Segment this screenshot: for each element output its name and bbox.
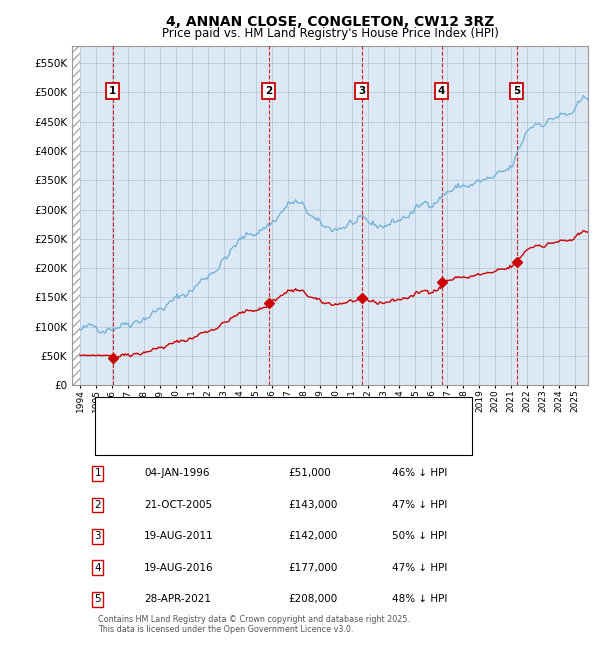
FancyBboxPatch shape	[95, 396, 472, 454]
Text: Price paid vs. HM Land Registry's House Price Index (HPI): Price paid vs. HM Land Registry's House …	[161, 27, 499, 40]
Text: 1: 1	[109, 86, 116, 96]
Text: 47% ↓ HPI: 47% ↓ HPI	[392, 563, 447, 573]
Text: £177,000: £177,000	[289, 563, 338, 573]
Text: 19-AUG-2011: 19-AUG-2011	[144, 531, 214, 541]
Text: £142,000: £142,000	[289, 531, 338, 541]
Text: 1: 1	[94, 469, 101, 478]
Text: 3: 3	[94, 531, 101, 541]
Text: 21-OCT-2005: 21-OCT-2005	[144, 500, 212, 510]
Text: 19-AUG-2016: 19-AUG-2016	[144, 563, 214, 573]
Text: 4, ANNAN CLOSE, CONGLETON, CW12 3RZ (detached house): 4, ANNAN CLOSE, CONGLETON, CW12 3RZ (det…	[149, 408, 447, 419]
Bar	[72, 46, 80, 385]
Text: HPI: Average price, detached house, Cheshire East: HPI: Average price, detached house, Ches…	[149, 433, 397, 443]
Text: £208,000: £208,000	[289, 594, 338, 604]
Text: 4: 4	[94, 563, 101, 573]
Text: 28-APR-2021: 28-APR-2021	[144, 594, 211, 604]
Text: 50% ↓ HPI: 50% ↓ HPI	[392, 531, 447, 541]
Text: 4, ANNAN CLOSE, CONGLETON, CW12 3RZ: 4, ANNAN CLOSE, CONGLETON, CW12 3RZ	[166, 15, 494, 29]
Text: 4: 4	[438, 86, 445, 96]
Text: 47% ↓ HPI: 47% ↓ HPI	[392, 500, 447, 510]
Text: Contains HM Land Registry data © Crown copyright and database right 2025.
This d: Contains HM Land Registry data © Crown c…	[98, 615, 410, 634]
Text: £143,000: £143,000	[289, 500, 338, 510]
Text: 04-JAN-1996: 04-JAN-1996	[144, 469, 210, 478]
Text: 2: 2	[265, 86, 272, 96]
Text: 5: 5	[513, 86, 520, 96]
Text: 2: 2	[94, 500, 101, 510]
Text: 5: 5	[94, 594, 101, 604]
Text: 48% ↓ HPI: 48% ↓ HPI	[392, 594, 447, 604]
Text: 46% ↓ HPI: 46% ↓ HPI	[392, 469, 447, 478]
Text: £51,000: £51,000	[289, 469, 331, 478]
Text: 3: 3	[358, 86, 365, 96]
